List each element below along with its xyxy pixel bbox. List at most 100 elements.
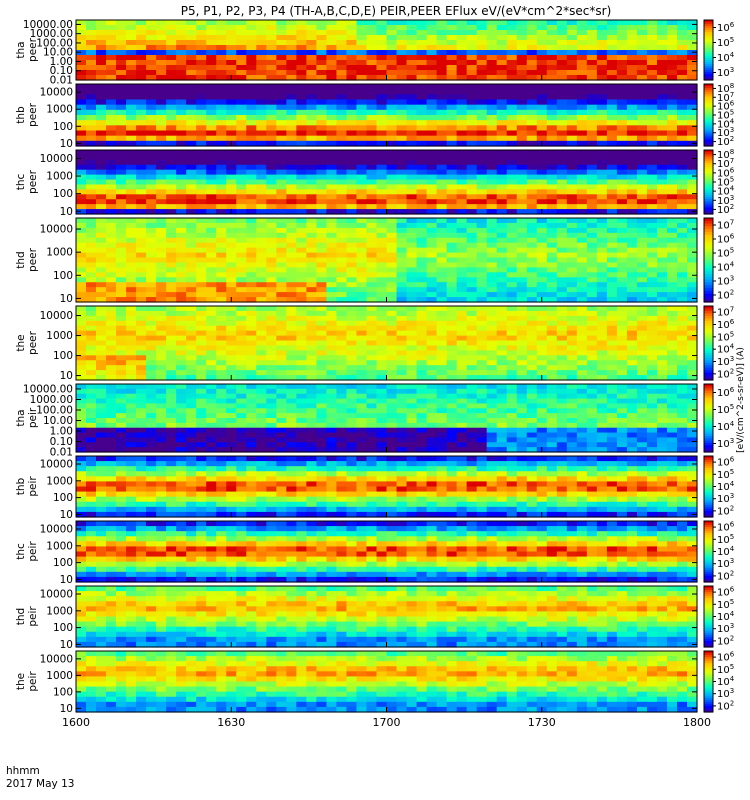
y-tick-label: 100 xyxy=(53,121,73,133)
colorbar-tick-label: 103 xyxy=(717,492,734,505)
colorbar-tick-label: 102 xyxy=(717,699,734,712)
y-tick-label: 1000 xyxy=(46,330,73,342)
x-axis: 1600 1630 1700 1730 1800 xyxy=(62,75,711,729)
colorbar-tick-label: 107 xyxy=(717,91,734,104)
colorbar-tick-label: 107 xyxy=(717,157,734,170)
y-tick-label: 10000 xyxy=(40,524,73,536)
x-tick-label: 1600 xyxy=(62,716,90,729)
colorbar-tick-label: 104 xyxy=(717,675,735,688)
colorbar-tick-label: 106 xyxy=(717,586,735,599)
y-tick-label: 10000.00 xyxy=(23,19,73,31)
colorbar-tick-label: 103 xyxy=(717,194,734,207)
colorbar-tick-label: 104 xyxy=(717,545,735,558)
colorbar-tick-label: 107 xyxy=(717,306,734,319)
panel-thc-peer: 10000 1000 100 10 thcpeer 1081071061051041031… xyxy=(15,148,735,218)
y-tick-label: 10000 xyxy=(40,153,73,165)
y-tick-label: 1000.00 xyxy=(30,394,73,406)
y-tick-label: 10 xyxy=(60,574,73,586)
y-tick-label: 100.00 xyxy=(36,37,73,49)
colorbar-tick-label: 105 xyxy=(717,36,734,49)
y-tick-label: 0.01 xyxy=(50,447,73,459)
figure-title: P5, P1, P2, P3, P4 (TH-A,B,C,D,E) PEIR,P… xyxy=(181,4,612,18)
colorbar: 106 105 104 103 xyxy=(703,19,735,81)
colorbar-tick-label: 103 xyxy=(717,126,734,139)
x-axis-label-hhmm: hhmm xyxy=(6,765,40,777)
y-tick-label: 1000 xyxy=(46,670,73,682)
y-tick-label: 0.10 xyxy=(50,65,73,77)
y-tick-label: 10000 xyxy=(40,459,73,471)
y-tick-label: 100 xyxy=(53,188,73,200)
colorbar-tick-label: 105 xyxy=(717,109,734,122)
colorbar-tick-label: 105 xyxy=(717,176,734,189)
x-tick-label: 1630 xyxy=(217,716,245,729)
colorbar-tick-label: 105 xyxy=(717,663,734,676)
colorbar-tick-label: 104 xyxy=(717,51,735,64)
colorbar-tick-label: 105 xyxy=(717,598,734,611)
colorbar-tick-label: 106 xyxy=(717,100,735,113)
colorbar-tick-label: 106 xyxy=(717,233,735,246)
spectrogram-cells xyxy=(76,586,698,648)
y-tick-label: 1.00 xyxy=(50,426,73,438)
y-tick-label: 100 xyxy=(53,270,73,282)
colorbar-tick-label: 104 xyxy=(717,420,735,433)
colorbar-tick-label: 103 xyxy=(717,437,734,450)
y-tick-label: 100 xyxy=(53,557,73,569)
spectrogram-cells xyxy=(76,150,698,215)
colorbar-tick-label: 106 xyxy=(717,166,735,179)
colorbar-tick-label: 106 xyxy=(717,456,735,469)
y-tick-label: 100 xyxy=(53,686,73,698)
y-tick-label: 1000 xyxy=(46,540,73,552)
colorbar-tick-label: 104 xyxy=(717,117,735,130)
spectrogram-cells xyxy=(76,384,698,453)
x-tick-label: 1800 xyxy=(683,716,711,729)
colorbar-tick-label: 105 xyxy=(717,403,734,416)
y-tick-label: 10000 xyxy=(40,87,73,99)
spectrogram-cells xyxy=(76,84,698,147)
y-tick-label: 100 xyxy=(53,350,73,362)
y-tick-label: 100.00 xyxy=(36,405,73,417)
y-tick-label: 10 xyxy=(60,293,73,305)
colorbar-tick-label: 104 xyxy=(717,480,735,493)
colorbar: 106 105 104 103 xyxy=(703,383,735,453)
panel-y-label: thcpeir xyxy=(15,541,39,562)
y-tick-label: 10000 xyxy=(40,653,73,665)
panel-y-label: thbpeer xyxy=(15,102,39,127)
spectrogram-cells xyxy=(76,306,698,381)
y-tick-label: 10 xyxy=(60,639,73,651)
y-tick-label: 10 xyxy=(60,703,73,715)
spectrogram-cells xyxy=(76,456,698,518)
colorbar-tick-label: 102 xyxy=(717,504,734,517)
x-tick-label: 1700 xyxy=(373,716,401,729)
colorbar-tick-label: 104 xyxy=(717,261,735,274)
colorbar-tick-label: 105 xyxy=(717,533,734,546)
y-tick-label: 10 xyxy=(60,206,73,218)
panel-y-label: thdpeer xyxy=(15,247,39,272)
colorbar-tick-label: 102 xyxy=(717,289,734,302)
y-tick-label: 1000 xyxy=(46,171,73,183)
y-tick-label: 10.00 xyxy=(43,47,73,59)
y-tick-label: 10000 xyxy=(40,589,73,601)
colorbar-tick-label: 106 xyxy=(717,386,735,399)
y-tick-label: 1.00 xyxy=(50,56,73,68)
colorbar-tick-label: 104 xyxy=(717,343,735,356)
y-tick-label: 10.00 xyxy=(43,415,73,427)
y-tick-label: 10000.00 xyxy=(23,384,73,396)
colorbar-tick-label: 102 xyxy=(717,367,734,380)
y-tick-label: 1000.00 xyxy=(30,28,73,40)
colorbar-tick-label: 103 xyxy=(717,687,734,700)
spectrogram-cells xyxy=(76,651,698,713)
y-tick-label: 1000 xyxy=(46,104,73,116)
colorbar-tick-label: 108 xyxy=(717,148,734,161)
colorbar-tick-label: 103 xyxy=(717,66,734,79)
